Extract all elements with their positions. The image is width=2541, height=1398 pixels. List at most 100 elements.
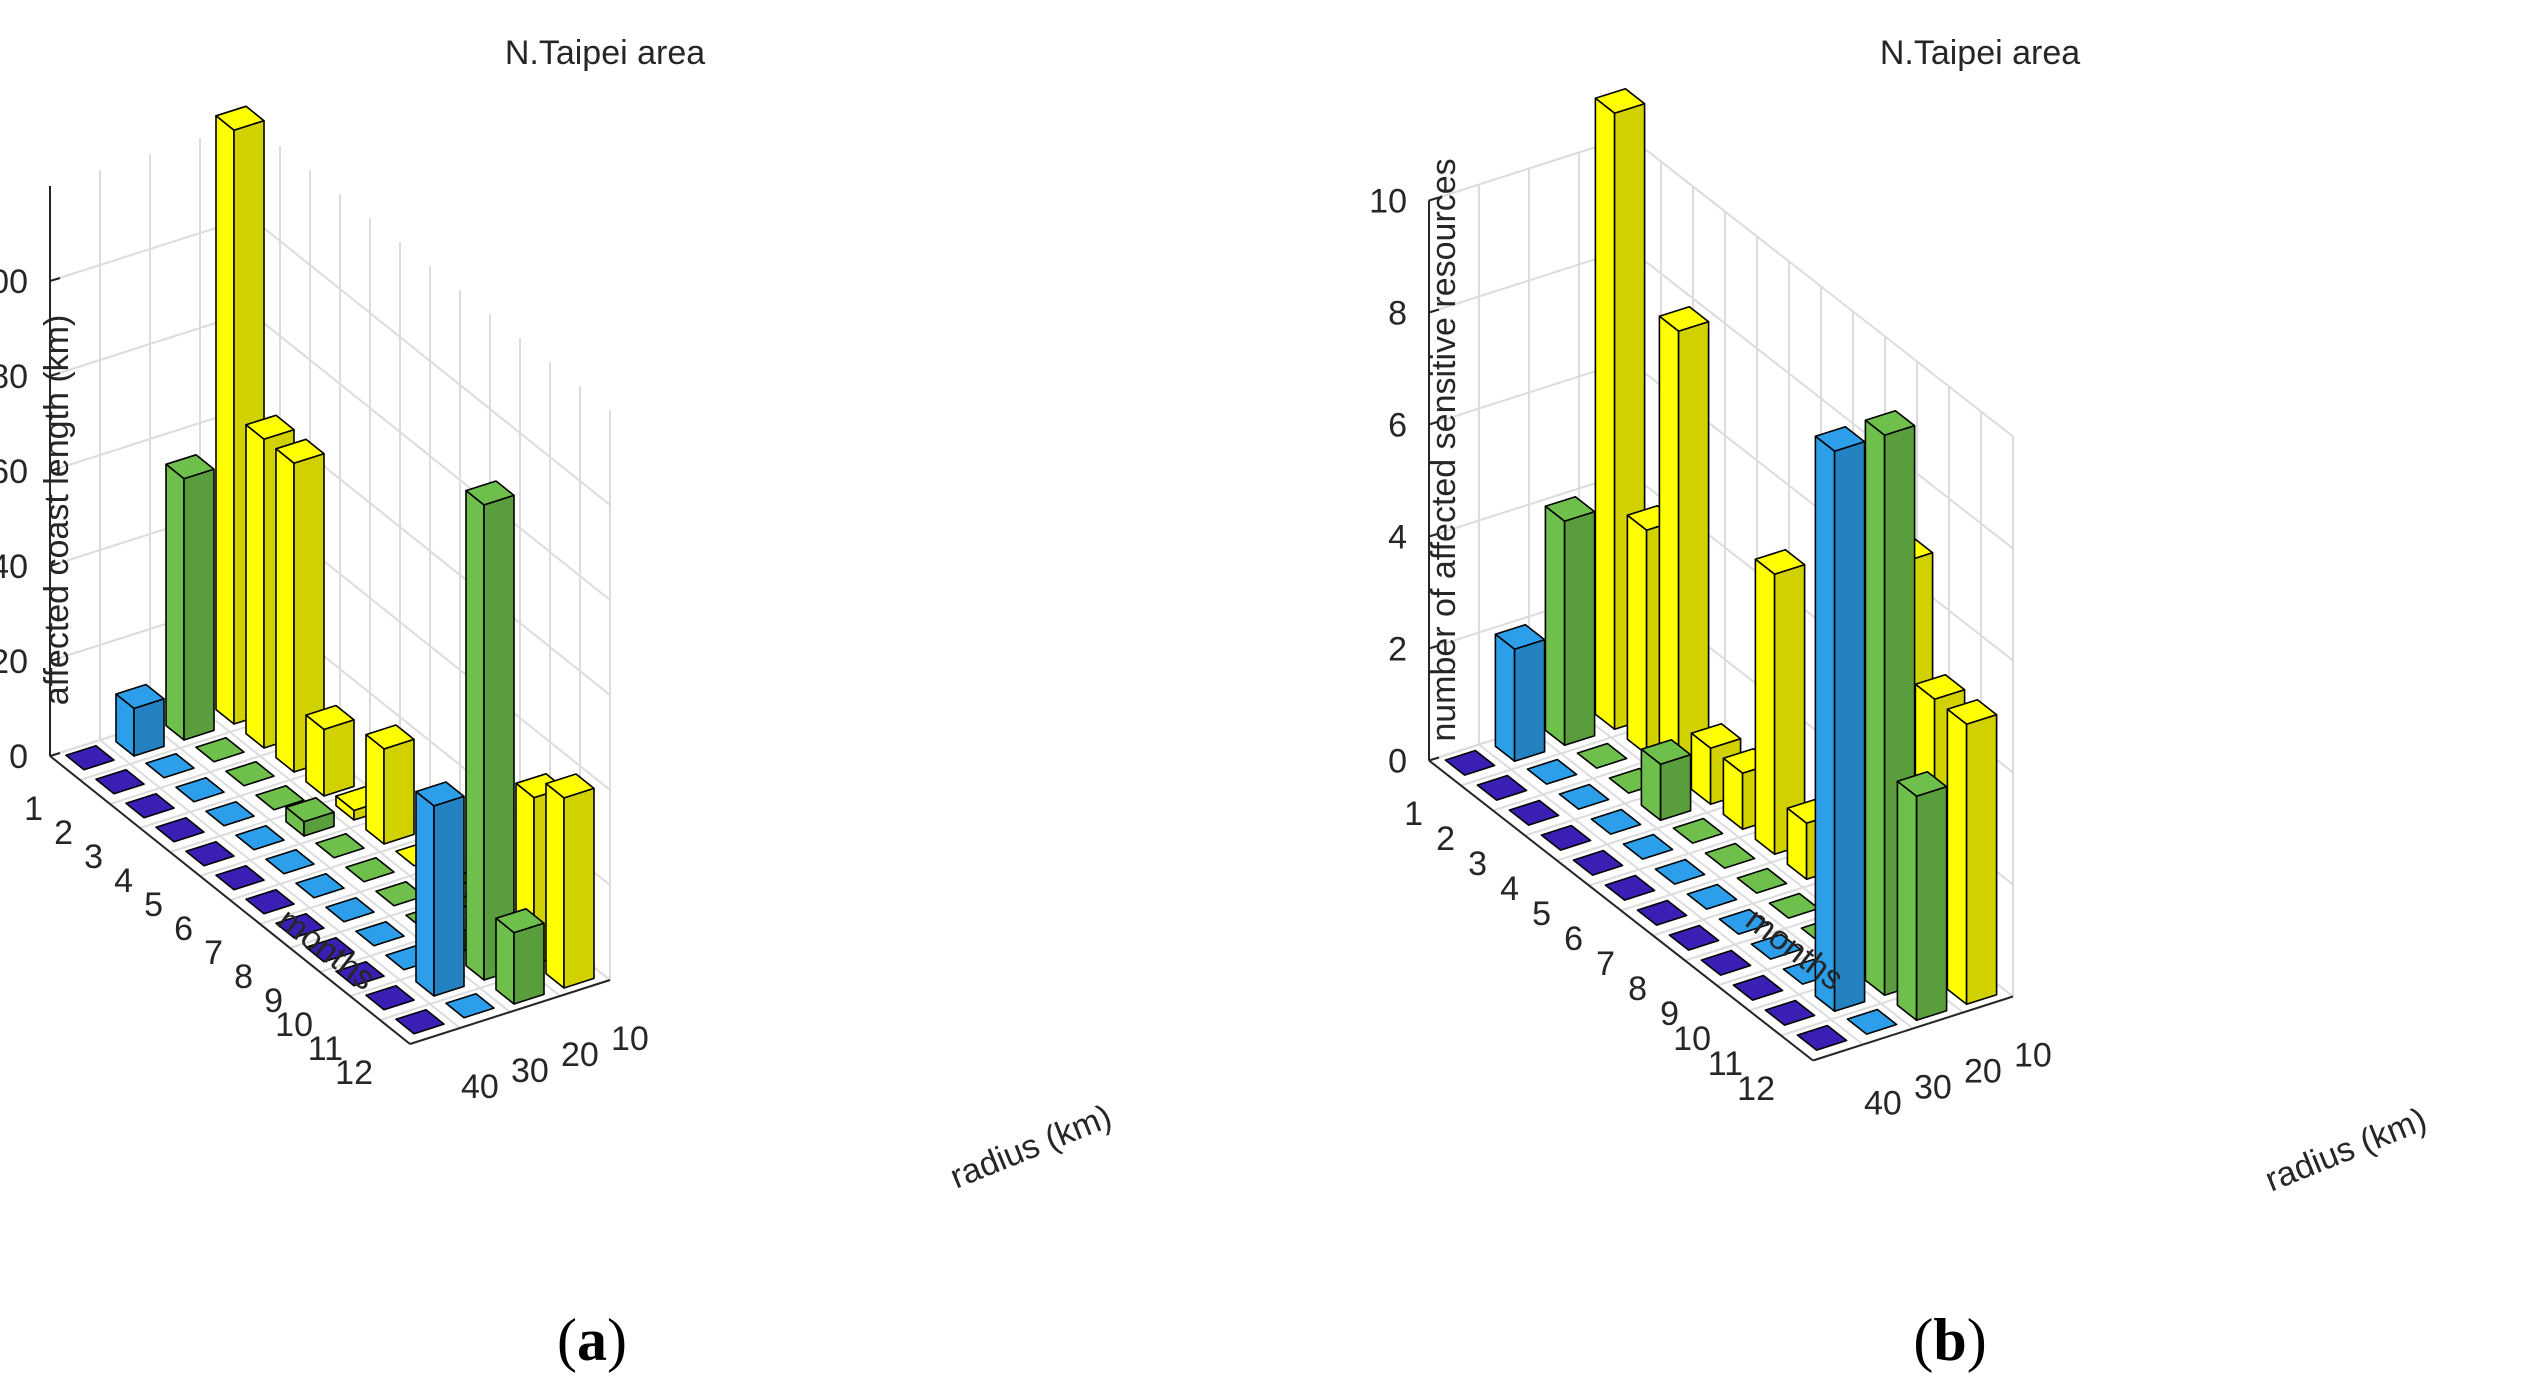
z-tick	[49, 467, 61, 472]
bar-front	[165, 463, 185, 741]
x-tick-label: 6	[1564, 920, 1583, 958]
bar-front	[1594, 97, 1616, 731]
bar-top	[1672, 817, 1724, 844]
z-tick-label: 2	[1388, 631, 1407, 669]
bar	[1814, 425, 1866, 1013]
bar-top	[395, 1008, 445, 1035]
panel-caption: (a)	[557, 1307, 627, 1373]
bar	[295, 872, 345, 899]
bar-top	[145, 752, 195, 779]
x-tick-label: 10	[275, 1006, 313, 1044]
bar-front	[1946, 708, 1968, 1006]
bar	[1704, 842, 1756, 869]
bar	[1636, 899, 1688, 926]
chart-a: N.Taipei area 02040608010012345678910111…	[0, 34, 1117, 1373]
bar	[1640, 738, 1692, 822]
bar	[1526, 758, 1578, 785]
panel-letter: b	[1933, 1307, 1966, 1373]
bars	[1444, 87, 1998, 1051]
bar	[1686, 883, 1738, 910]
bar-top	[305, 936, 355, 963]
z-tick-label: 80	[0, 358, 28, 396]
bar	[1604, 874, 1656, 901]
x-axis	[49, 755, 411, 1045]
bar	[495, 907, 545, 1005]
bar	[165, 453, 215, 741]
x-tick-label: 7	[1596, 945, 1615, 983]
bar-top	[325, 896, 375, 923]
z-tick	[1428, 196, 1440, 202]
bar	[1700, 949, 1752, 976]
y-tick-label: 10	[611, 1020, 649, 1058]
bar-side	[1563, 510, 1596, 747]
bar-front	[465, 489, 485, 981]
bar-front	[305, 714, 325, 797]
bar	[265, 848, 315, 875]
grid-line	[49, 215, 611, 506]
bar-front	[495, 917, 515, 1005]
y-tick-label: 40	[1864, 1085, 1902, 1123]
bar-side	[1513, 638, 1546, 763]
bar	[1544, 495, 1596, 747]
x-tick-label: 5	[144, 886, 163, 924]
bar	[445, 992, 495, 1019]
chart-panel-a: N.Taipei area 02040608010012345678910111…	[0, 0, 1270, 1398]
bar-top	[225, 760, 275, 787]
x-tick-label: 3	[1468, 845, 1487, 883]
bar-front	[415, 790, 435, 997]
bar	[1846, 1008, 1898, 1035]
x-tick-label: 5	[1532, 895, 1551, 933]
z-tick-label: 8	[1388, 295, 1407, 333]
x-tick-label: 9	[264, 982, 283, 1020]
bar	[315, 832, 365, 859]
x-tick-label: 4	[1500, 870, 1519, 908]
bar	[1672, 817, 1724, 844]
z-tick-label: 60	[0, 453, 28, 491]
bar	[115, 683, 165, 757]
bar-top	[1704, 842, 1756, 869]
z-tick-label: 10	[1369, 183, 1407, 221]
z-axis-label: affected coast length (km)	[38, 315, 76, 706]
bar	[465, 480, 515, 981]
y-tick-label: 10	[2014, 1037, 2052, 1075]
z-tick-label: 4	[1388, 519, 1407, 557]
bar-side	[133, 698, 165, 757]
bar	[125, 792, 175, 819]
bar	[185, 840, 235, 867]
grid-line	[99, 739, 461, 1029]
x-tick-label: 11	[308, 1030, 343, 1068]
bar	[195, 736, 245, 763]
x-tick-label: 1	[1404, 795, 1423, 833]
bar	[365, 984, 415, 1011]
bar	[415, 781, 465, 997]
y-axis-label: radius (km)	[945, 1097, 1117, 1196]
y-tick-label: 20	[561, 1036, 599, 1074]
bar	[155, 816, 205, 843]
bar-top	[1558, 783, 1610, 810]
bar	[275, 912, 325, 939]
bar-front	[1658, 315, 1680, 781]
bar-top	[1476, 774, 1528, 801]
bar	[1494, 623, 1546, 763]
bar-front	[1896, 780, 1918, 1022]
bar	[95, 768, 145, 795]
panel-letter: a	[577, 1307, 607, 1373]
y-tick-label: 40	[461, 1068, 499, 1106]
bar-side	[1915, 785, 1948, 1022]
grid-line	[49, 405, 611, 696]
bar-top	[1526, 758, 1578, 785]
bar-front	[1544, 505, 1566, 747]
bar-side	[303, 811, 335, 837]
bar-side	[433, 795, 465, 997]
bar	[1764, 999, 1816, 1026]
bar-top	[1732, 974, 1784, 1001]
bar-top	[275, 912, 325, 939]
x-tick-label: 7	[204, 934, 223, 972]
bar-top	[255, 784, 305, 811]
grid-line	[1428, 135, 2014, 438]
bar-top	[1750, 933, 1802, 960]
bar-top	[1654, 858, 1706, 885]
bar-top	[345, 856, 395, 883]
bar	[1576, 742, 1628, 769]
z-tick	[49, 562, 61, 567]
